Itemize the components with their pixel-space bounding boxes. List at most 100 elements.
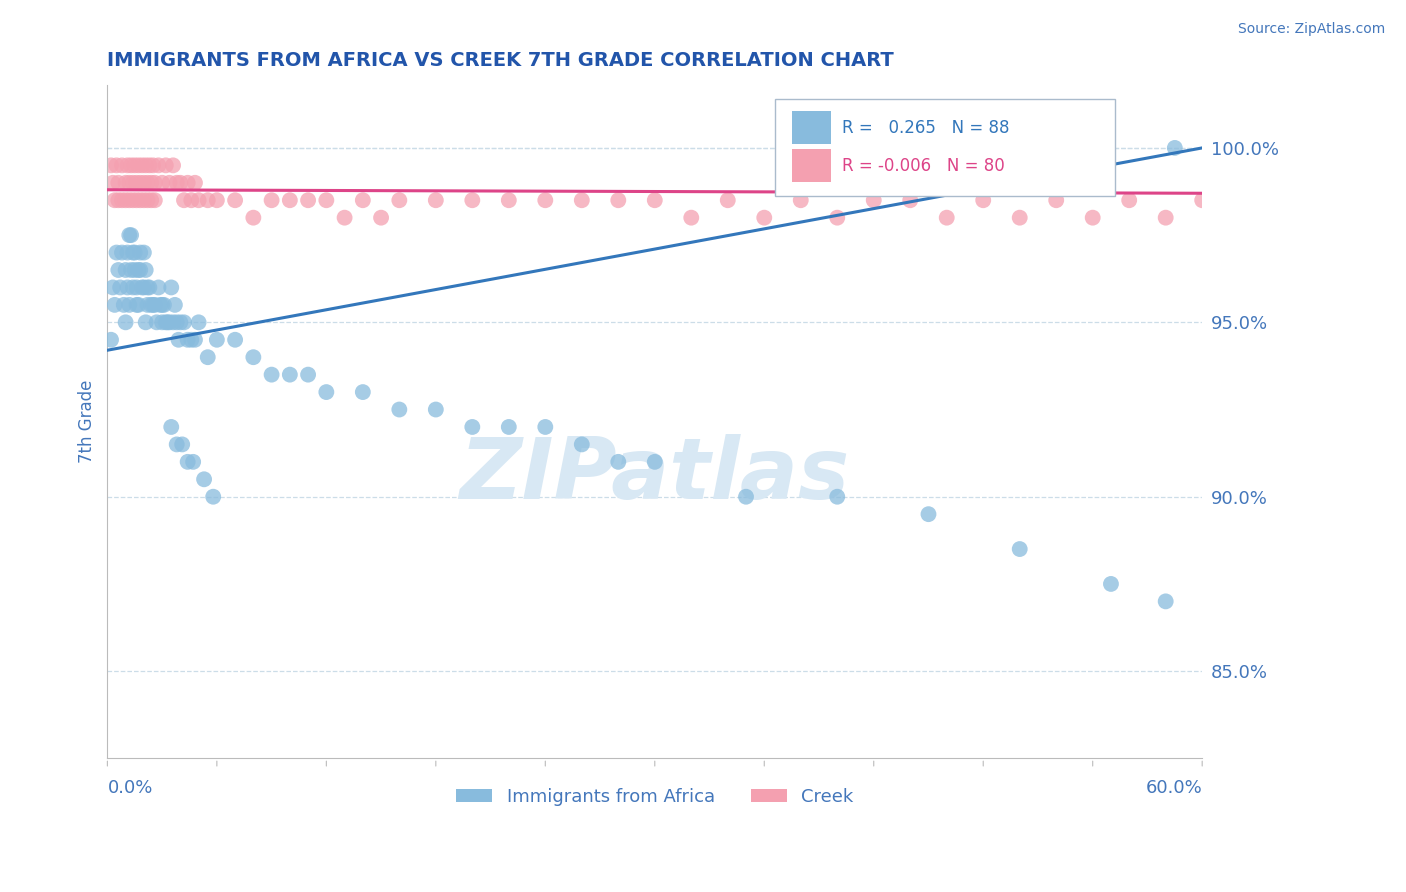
Point [105, 245, 128, 260]
Point [333, 211, 356, 225]
Point [167, 333, 190, 347]
Point [534, 193, 557, 207]
Point [135, 263, 157, 277]
Point [122, 193, 145, 207]
Point [141, 176, 163, 190]
Point [278, 193, 301, 207]
Point [114, 193, 136, 207]
Point [917, 507, 939, 521]
Point [242, 350, 264, 364]
Point [155, 158, 177, 172]
Point [122, 245, 145, 260]
Point [112, 298, 135, 312]
Point [607, 193, 630, 207]
Point [461, 420, 484, 434]
Point [153, 298, 176, 312]
Point [205, 193, 228, 207]
Point [149, 298, 172, 312]
Point [162, 158, 184, 172]
Point [278, 368, 301, 382]
Point [197, 193, 219, 207]
Text: ZIPatlas: ZIPatlas [460, 434, 849, 517]
Point [388, 402, 411, 417]
Point [135, 158, 157, 172]
Point [124, 263, 146, 277]
Point [242, 211, 264, 225]
Legend: Immigrants from Africa, Creek: Immigrants from Africa, Creek [449, 780, 860, 814]
Point [157, 176, 180, 190]
Point [150, 315, 173, 329]
Point [181, 455, 204, 469]
Point [571, 437, 593, 451]
Point [117, 245, 139, 260]
Point [176, 176, 198, 190]
Point [898, 193, 921, 207]
Point [184, 333, 207, 347]
Point [352, 385, 374, 400]
Point [132, 280, 155, 294]
Point [352, 193, 374, 207]
Text: 60.0%: 60.0% [1146, 780, 1202, 797]
Point [156, 315, 179, 329]
Point [125, 298, 148, 312]
Point [107, 263, 129, 277]
Point [644, 193, 666, 207]
Point [132, 176, 155, 190]
Point [145, 315, 167, 329]
Text: Source: ZipAtlas.com: Source: ZipAtlas.com [1237, 22, 1385, 37]
Point [297, 193, 319, 207]
Point [129, 245, 152, 260]
Point [122, 280, 145, 294]
Point [260, 368, 283, 382]
Text: IMMIGRANTS FROM AFRICA VS CREEK 7TH GRADE CORRELATION CHART: IMMIGRANTS FROM AFRICA VS CREEK 7TH GRAD… [107, 51, 894, 70]
Point [388, 193, 411, 207]
Point [498, 193, 520, 207]
FancyBboxPatch shape [792, 150, 831, 182]
Point [197, 350, 219, 364]
Point [1191, 193, 1213, 207]
Point [862, 193, 884, 207]
Point [107, 193, 129, 207]
Point [1081, 211, 1104, 225]
Point [260, 193, 283, 207]
Point [754, 211, 776, 225]
Point [124, 158, 146, 172]
Point [1008, 211, 1031, 225]
Point [136, 280, 159, 294]
Point [101, 176, 124, 190]
Point [136, 298, 159, 312]
Point [105, 158, 128, 172]
Point [461, 193, 484, 207]
Point [143, 298, 166, 312]
Point [138, 280, 160, 294]
Point [180, 193, 202, 207]
Point [717, 193, 740, 207]
Point [205, 333, 228, 347]
FancyBboxPatch shape [792, 111, 831, 144]
Point [173, 193, 195, 207]
Point [150, 176, 173, 190]
Text: R =   0.265   N = 88: R = 0.265 N = 88 [842, 119, 1010, 136]
Text: R = -0.006   N = 80: R = -0.006 N = 80 [842, 157, 1005, 175]
Point [173, 315, 195, 329]
Point [129, 263, 152, 277]
Point [118, 193, 141, 207]
Point [148, 280, 170, 294]
Point [142, 298, 165, 312]
Point [735, 490, 758, 504]
Point [935, 211, 957, 225]
Point [127, 263, 149, 277]
Point [108, 280, 131, 294]
Point [176, 455, 198, 469]
Point [100, 333, 122, 347]
Point [224, 333, 246, 347]
Point [124, 245, 146, 260]
Point [425, 402, 447, 417]
Point [187, 193, 209, 207]
Point [122, 176, 145, 190]
Point [176, 333, 198, 347]
Point [118, 228, 141, 243]
Point [790, 193, 813, 207]
Point [166, 437, 188, 451]
Point [141, 193, 163, 207]
